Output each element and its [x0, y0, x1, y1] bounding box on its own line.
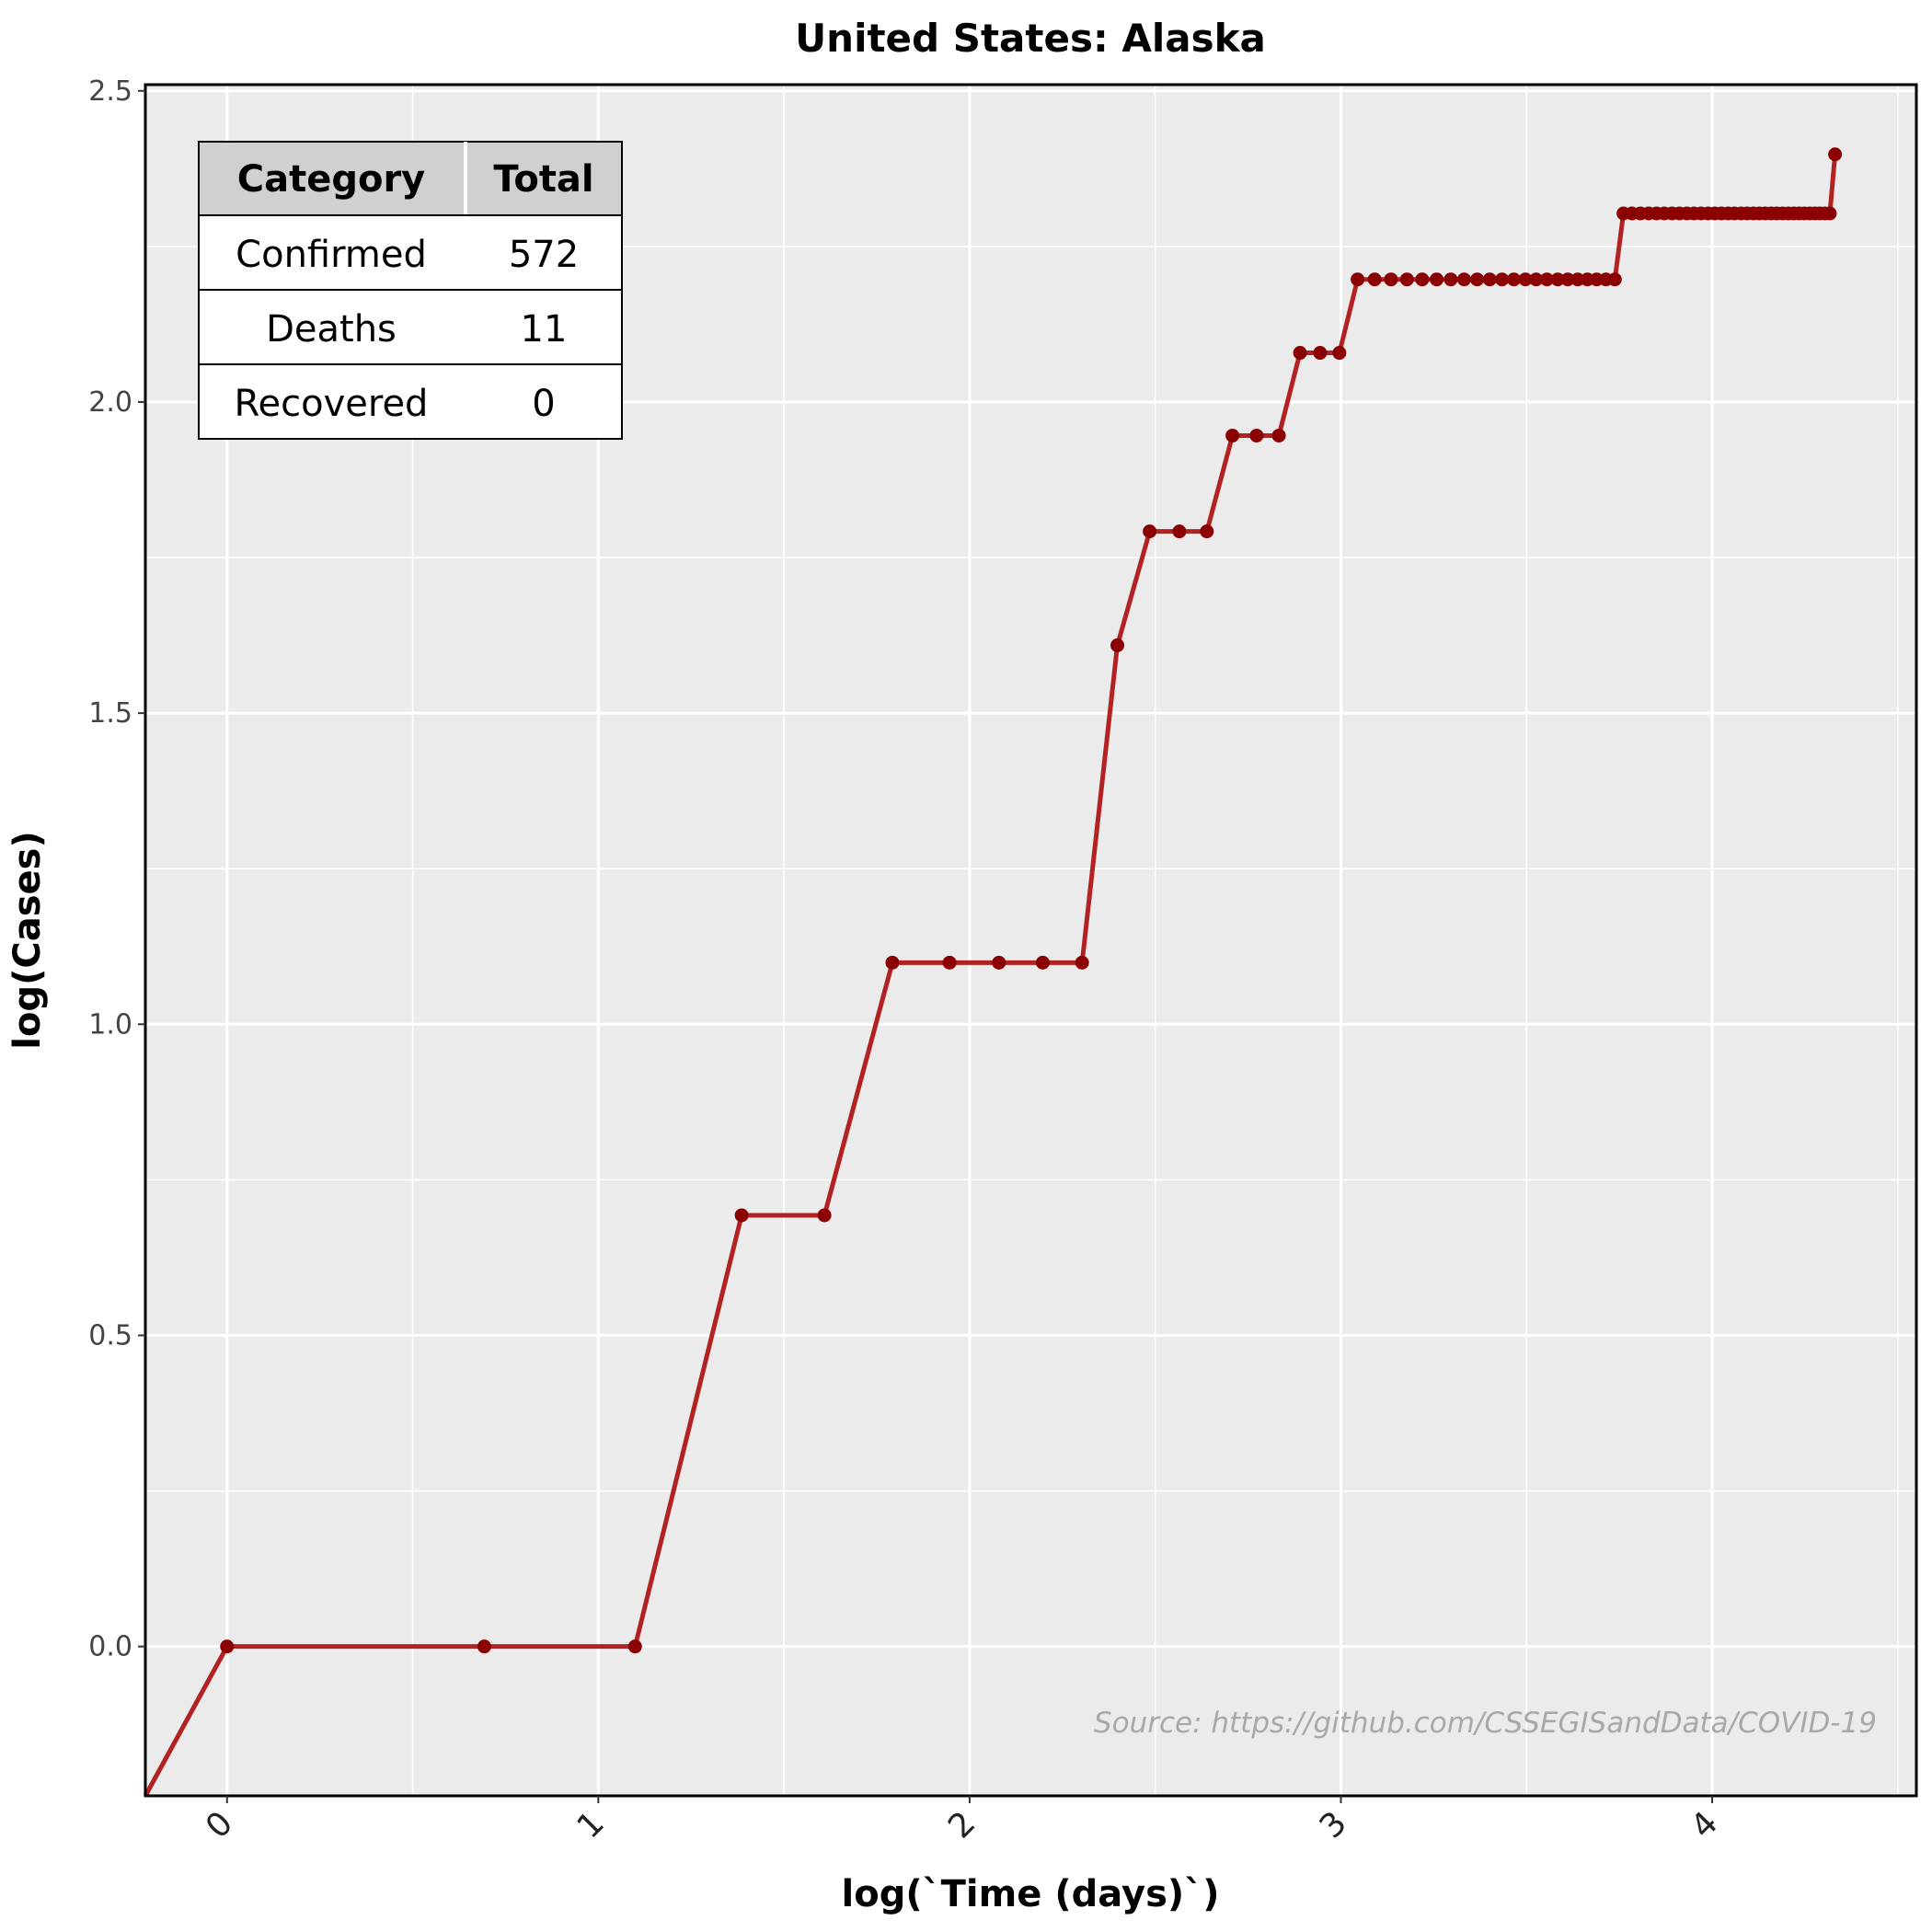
data-point — [1482, 272, 1497, 287]
data-point — [1384, 272, 1398, 287]
x-tick-label: 1 — [570, 1804, 612, 1846]
y-tick-label: 0.0 — [88, 1631, 132, 1663]
data-point — [817, 1208, 832, 1223]
source-note: Source: https://github.com/CSSEGISandDat… — [1094, 1707, 1877, 1740]
data-point — [1351, 272, 1365, 287]
table-body-bg — [200, 216, 621, 438]
table-cell-category: Recovered — [235, 383, 429, 425]
data-point — [627, 1639, 642, 1654]
data-point — [1550, 272, 1565, 287]
data-point — [1399, 272, 1414, 287]
data-point — [1518, 272, 1533, 287]
table-cell-category: Confirmed — [236, 234, 427, 276]
data-point — [1293, 346, 1307, 361]
data-point — [1332, 346, 1347, 361]
table-header-total: Total — [493, 158, 593, 201]
table-header-category: Category — [237, 158, 426, 201]
data-point — [1313, 346, 1328, 361]
y-axis-label: log(Cases) — [6, 831, 49, 1049]
data-point — [1507, 272, 1522, 287]
table-cell-total: 0 — [532, 383, 555, 425]
x-axis-label: log(`Time (days)`) — [842, 1873, 1220, 1915]
x-axis: 0 1 2 3 4 — [199, 1796, 1726, 1846]
data-point — [1271, 428, 1286, 443]
data-point — [1075, 955, 1089, 970]
data-point — [992, 955, 1006, 970]
data-point — [1225, 428, 1240, 443]
data-point — [220, 1639, 235, 1654]
y-tick-label: 2.5 — [88, 75, 132, 108]
data-point — [477, 1639, 491, 1654]
y-tick-label: 1.0 — [88, 1008, 132, 1041]
gridlines — [145, 85, 1916, 1796]
table-header-bg — [199, 142, 622, 215]
x-tick-label: 3 — [1313, 1804, 1354, 1846]
plot-border — [144, 83, 1918, 1798]
table-cell-total: 11 — [521, 308, 568, 351]
data-point — [885, 955, 900, 970]
x-tick-label: 4 — [1684, 1804, 1725, 1846]
data-point — [1110, 638, 1125, 652]
data-point — [1828, 147, 1843, 162]
data-point — [1430, 272, 1444, 287]
data-point — [1539, 272, 1554, 287]
data-point — [1172, 524, 1187, 539]
data-point — [1560, 272, 1575, 287]
data-point — [734, 1208, 749, 1223]
chart-title: United States: Alaska — [795, 16, 1266, 61]
data-point — [1456, 272, 1471, 287]
data-point — [1495, 272, 1510, 287]
x-tick-label: 0 — [199, 1804, 240, 1846]
data-point — [1035, 955, 1050, 970]
y-tick-label: 2.0 — [88, 386, 132, 419]
data-point — [1470, 272, 1485, 287]
y-tick-label: 0.5 — [88, 1319, 132, 1351]
data-point — [1143, 524, 1157, 539]
data-point — [1200, 524, 1214, 539]
data-point — [1367, 272, 1382, 287]
table-cell-category: Deaths — [266, 308, 397, 351]
data-point — [1249, 428, 1264, 443]
x-tick-label: 2 — [941, 1804, 983, 1846]
table-cell-total: 572 — [509, 234, 579, 276]
y-tick-label: 1.5 — [88, 697, 132, 730]
data-point — [1570, 272, 1585, 287]
data-point — [1443, 272, 1458, 287]
data-point — [1529, 272, 1544, 287]
summary-table: Category Total Confirmed 572 Deaths 11 R… — [198, 141, 623, 440]
data-point — [1415, 272, 1430, 287]
data-point — [1607, 272, 1622, 287]
y-axis: 0.0 0.5 1.0 1.5 2.0 2.5 — [88, 75, 145, 1663]
data-point — [1823, 206, 1837, 221]
data-point — [942, 955, 957, 970]
series-group — [143, 147, 1843, 1798]
